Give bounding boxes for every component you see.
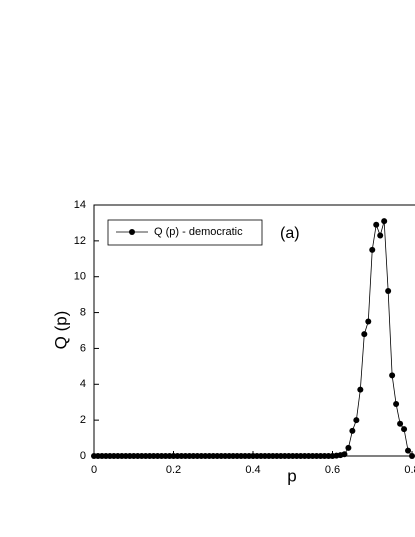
y-tick-label: 4 <box>80 378 86 390</box>
y-axis-label: Q (p) <box>51 311 70 350</box>
data-point <box>389 372 396 379</box>
data-point <box>401 426 408 433</box>
legend-label: Q (p) - democratic <box>154 226 243 238</box>
legend-marker <box>129 229 135 235</box>
data-point <box>361 331 368 338</box>
y-tick-label: 6 <box>80 342 86 354</box>
data-point <box>353 417 360 424</box>
x-axis-label: p <box>287 466 296 485</box>
data-point <box>377 232 384 239</box>
x-tick-label: 0 <box>91 464 97 476</box>
y-tick-label: 0 <box>80 450 86 462</box>
y-tick-label: 2 <box>80 414 86 426</box>
series-line <box>94 221 413 457</box>
data-point <box>397 420 404 427</box>
axes-frame <box>93 204 415 457</box>
data-point <box>381 218 388 225</box>
data-point <box>365 318 372 325</box>
data-point <box>349 427 356 434</box>
data-point <box>369 246 376 253</box>
x-tick-label: 0.6 <box>325 464 340 476</box>
x-tick-label: 0.8 <box>404 464 415 476</box>
annotation: (a) <box>280 225 300 242</box>
data-point <box>405 447 412 454</box>
legend-box <box>107 219 263 246</box>
data-point <box>385 288 392 295</box>
y-tick-label: 14 <box>74 199 86 211</box>
y-tick-label: 10 <box>74 271 86 283</box>
data-point <box>341 451 348 458</box>
x-tick-label: 0.2 <box>166 464 181 476</box>
data-point <box>357 386 364 393</box>
data-point <box>409 453 415 459</box>
y-tick-label: 8 <box>80 306 86 318</box>
data-point <box>373 221 380 228</box>
x-tick-label: 0.4 <box>245 464 260 476</box>
y-tick-label: 12 <box>74 235 86 247</box>
data-point <box>345 444 352 451</box>
data-point <box>393 401 400 408</box>
